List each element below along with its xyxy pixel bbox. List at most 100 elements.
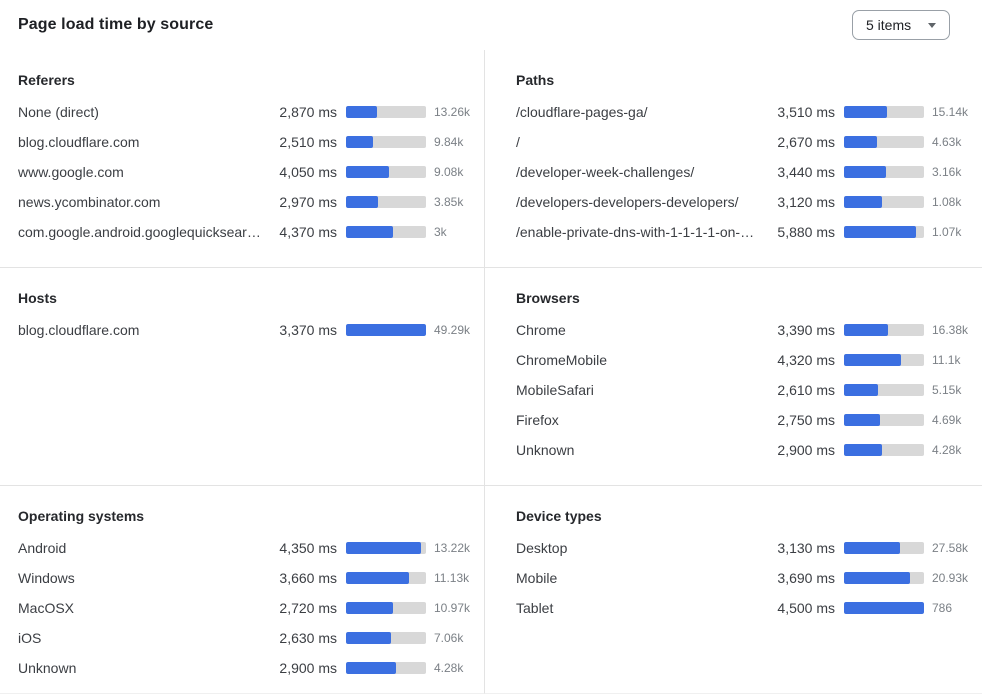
row-label: iOS [18,630,42,646]
row-load-time: 2,900 ms [279,660,337,676]
load-time-bar [844,106,924,118]
card-title: Operating systems [18,508,145,524]
row-visit-count: 13.26k [434,105,471,119]
row-visit-count: 9.84k [434,135,464,149]
row-visit-count: 1.08k [932,195,962,209]
row-label: Unknown [516,442,575,458]
row-load-time: 4,350 ms [279,540,337,556]
list-item[interactable]: blog.cloudflare.com 2,510 ms 9.84k [18,127,484,157]
row-load-time: 3,370 ms [279,322,337,338]
list-item[interactable]: MacOSX 2,720 ms 10.97k [18,593,484,623]
row-label: /developers-developers-developers/ [516,194,739,210]
row-visit-count: 9.08k [434,165,464,179]
row-visit-count: 5.15k [932,383,962,397]
load-time-bar [844,602,924,614]
load-time-bar-fill [844,444,883,456]
load-time-bar [844,414,924,426]
card-rows: None (direct) 2,870 ms 13.26k blog.cloud… [18,97,484,247]
card-rows: blog.cloudflare.com 3,370 ms 49.29k [18,315,484,345]
load-time-bar [844,166,924,178]
list-item[interactable]: Mobile 3,690 ms 20.93k [516,563,982,593]
list-item[interactable]: ChromeMobile 4,320 ms 11.1k [516,345,982,375]
load-time-bar [844,572,924,584]
list-item[interactable]: news.ycombinator.com 2,970 ms 3.85k [18,187,484,217]
row-label: Desktop [516,540,568,556]
load-time-bar [346,324,426,336]
row-load-time: 2,970 ms [279,194,337,210]
load-time-bar-fill [844,384,879,396]
row-visit-count: 11.13k [434,571,470,585]
row-load-time: 4,050 ms [279,164,337,180]
items-count-dropdown[interactable]: 5 items [852,10,950,40]
chevron-down-icon [928,23,936,28]
row-label: /enable-private-dns-with-1-1-1-1-on-… [516,224,755,240]
load-time-bar [844,444,924,456]
row-visit-count: 3.16k [932,165,962,179]
row-label: Windows [18,570,75,586]
list-item[interactable]: Unknown 2,900 ms 4.28k [516,435,982,465]
list-item[interactable]: /enable-private-dns-with-1-1-1-1-on-… 5,… [516,217,982,247]
list-item[interactable]: Windows 3,660 ms 11.13k [18,563,484,593]
load-time-bar-fill [346,662,396,674]
load-time-bar-fill [844,324,889,336]
row-visit-count: 4.28k [932,443,962,457]
row-visit-count: 3k [434,225,447,239]
load-time-bar-fill [844,226,916,238]
row-load-time: 3,130 ms [777,540,835,556]
row-label: MacOSX [18,600,75,616]
list-item[interactable]: com.google.android.googlequicksearc… 4,3… [18,217,484,247]
row-load-time: 2,670 ms [777,134,835,150]
load-time-bar-fill [844,414,881,426]
row-visit-count: 10.97k [434,601,471,615]
load-time-bar [844,354,924,366]
row-load-time: 3,660 ms [279,570,337,586]
load-time-bar-fill [346,226,393,238]
load-time-bar [844,136,924,148]
load-time-bar [844,384,924,396]
card-operating-systems: Operating systems Android 4,350 ms 13.22… [0,485,485,694]
load-time-bar-fill [346,196,378,208]
card-hosts: Hosts blog.cloudflare.com 3,370 ms 49.29… [0,267,485,485]
list-item[interactable]: iOS 2,630 ms 7.06k [18,623,484,653]
list-item[interactable]: Tablet 4,500 ms 786 [516,593,982,623]
load-time-bar-fill [346,324,426,336]
list-item[interactable]: /developers-developers-developers/ 3,120… [516,187,982,217]
list-item[interactable]: None (direct) 2,870 ms 13.26k [18,97,484,127]
row-visit-count: 11.1k [932,353,961,367]
load-time-bar [346,196,426,208]
list-item[interactable]: /developer-week-challenges/ 3,440 ms 3.1… [516,157,982,187]
list-item[interactable]: Chrome 3,390 ms 16.38k [516,315,982,345]
list-item[interactable]: blog.cloudflare.com 3,370 ms 49.29k [18,315,484,345]
list-item[interactable]: / 2,670 ms 4.63k [516,127,982,157]
load-time-bar [346,106,426,118]
row-visit-count: 49.29k [434,323,471,337]
load-time-bar-fill [844,196,883,208]
row-label: /cloudflare-pages-ga/ [516,104,648,120]
list-item[interactable]: Unknown 2,900 ms 4.28k [18,653,484,683]
row-label: news.ycombinator.com [18,194,161,210]
items-count-dropdown-label: 5 items [866,17,912,33]
row-label: Mobile [516,570,558,586]
row-load-time: 3,690 ms [777,570,835,586]
load-time-bar-fill [844,354,901,366]
load-time-bar [346,662,426,674]
cards-grid: Referers None (direct) 2,870 ms 13.26k b… [0,50,982,694]
list-item[interactable]: Firefox 2,750 ms 4.69k [516,405,982,435]
load-time-bar [844,196,924,208]
row-label: ChromeMobile [516,352,608,368]
list-item[interactable]: Android 4,350 ms 13.22k [18,533,484,563]
load-time-bar [346,632,426,644]
row-visit-count: 4.28k [434,661,464,675]
list-item[interactable]: Desktop 3,130 ms 27.58k [516,533,982,563]
row-load-time: 2,510 ms [279,134,337,150]
row-load-time: 2,630 ms [279,630,337,646]
load-time-bar-fill [844,106,887,118]
row-load-time: 2,720 ms [279,600,337,616]
list-item[interactable]: www.google.com 4,050 ms 9.08k [18,157,484,187]
row-label: Android [18,540,67,556]
load-time-bar [844,226,924,238]
list-item[interactable]: MobileSafari 2,610 ms 5.15k [516,375,982,405]
card-title: Referers [18,72,75,88]
list-item[interactable]: /cloudflare-pages-ga/ 3,510 ms 15.14k [516,97,982,127]
